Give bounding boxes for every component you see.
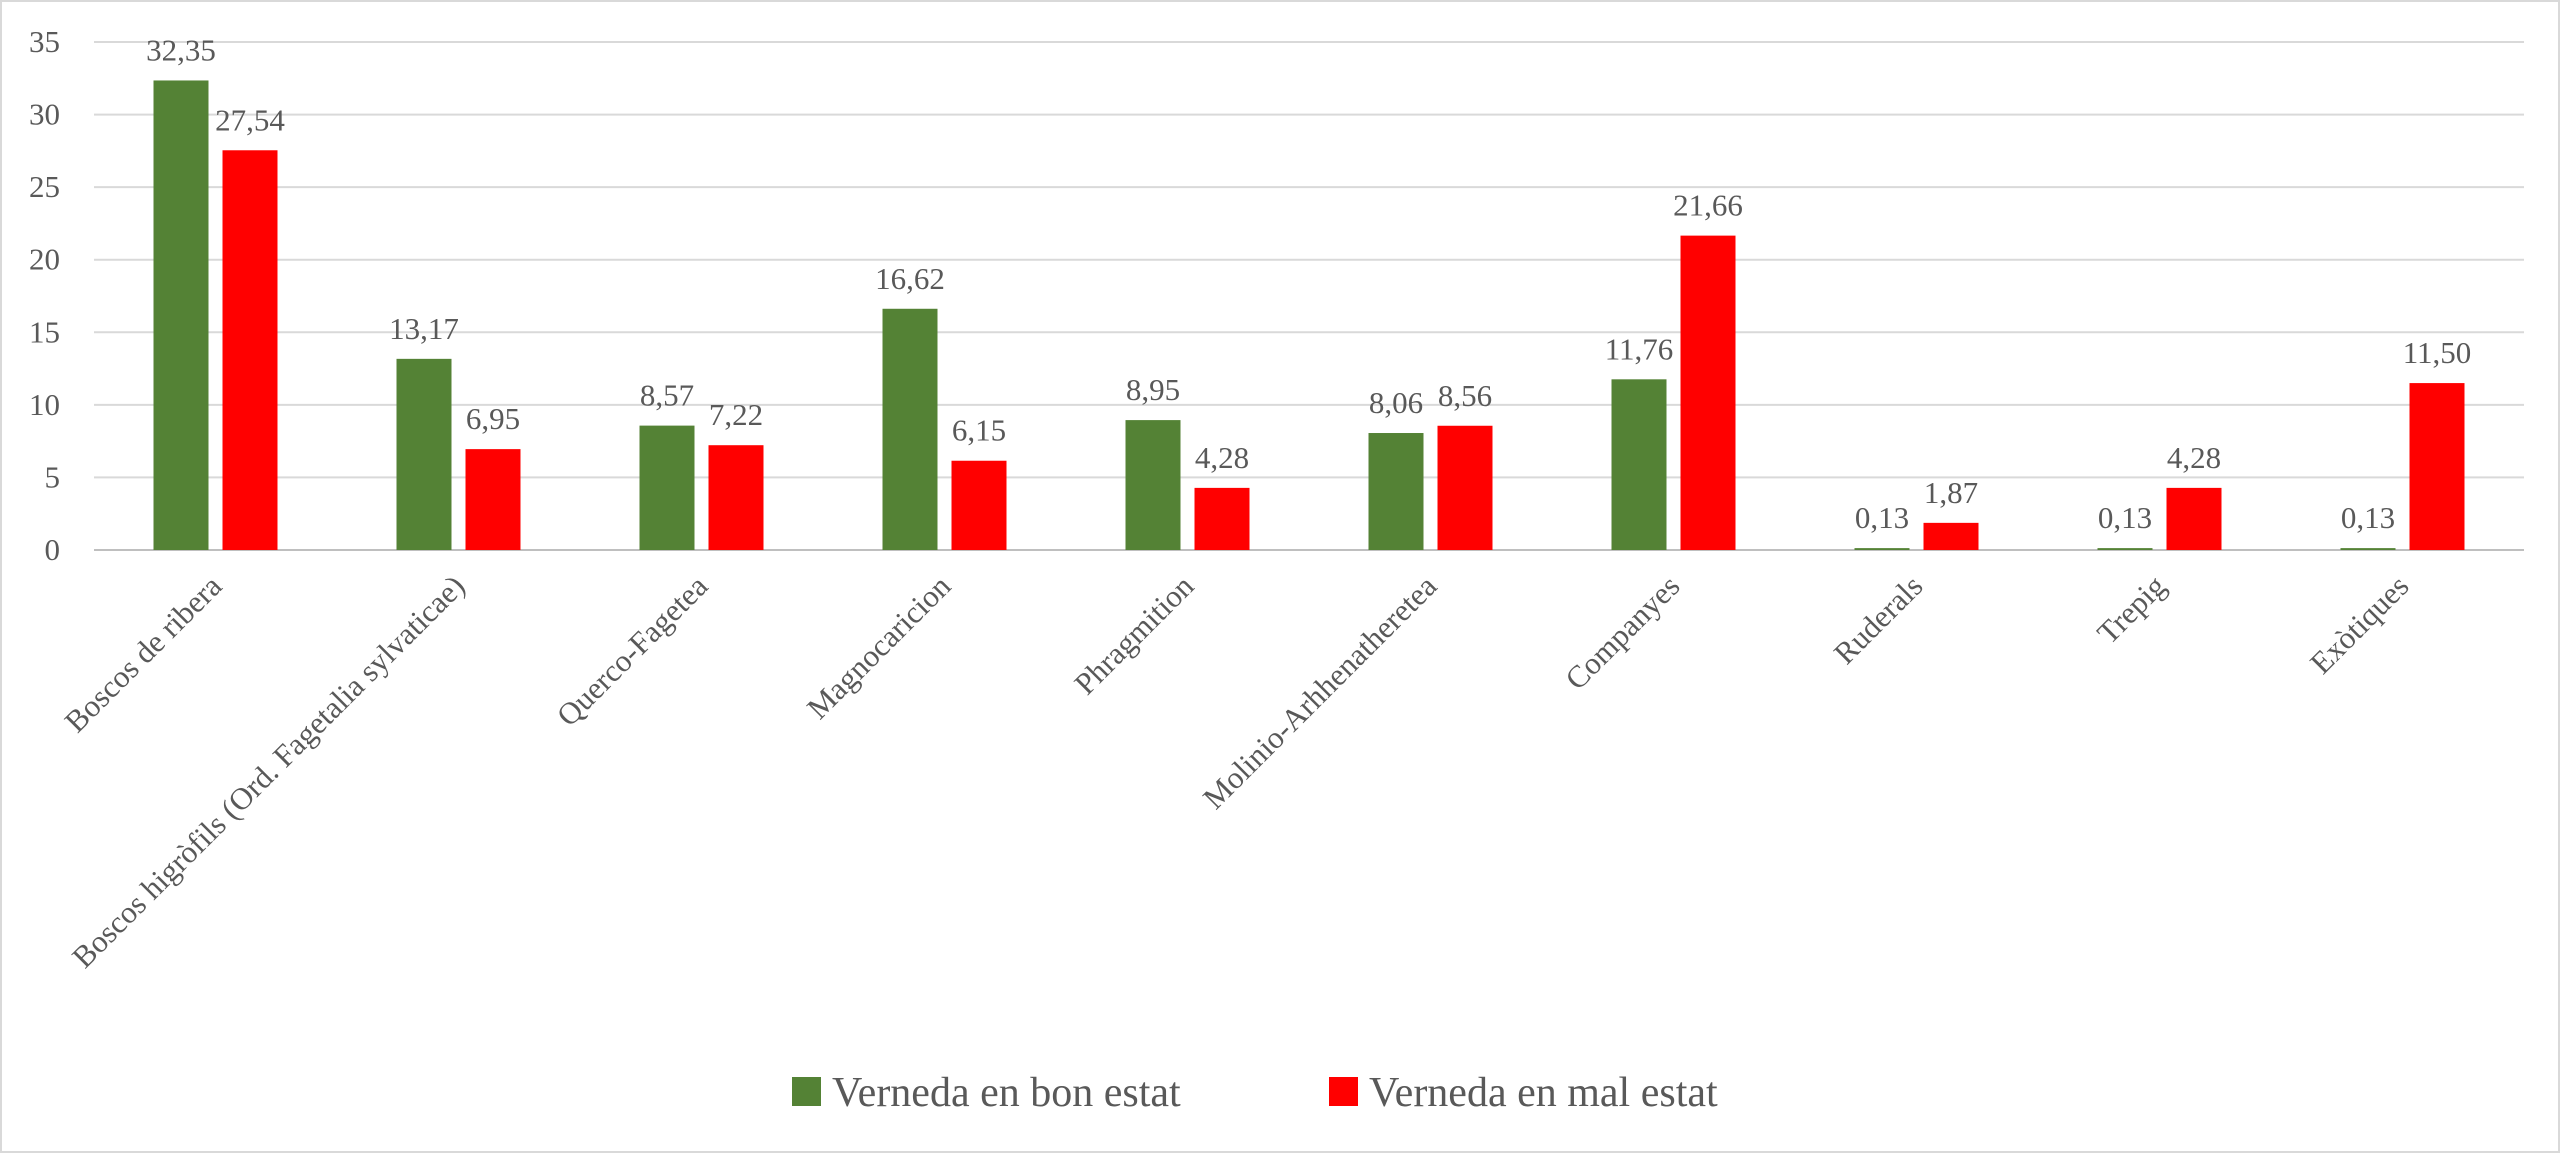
data-label: 1,87	[1924, 475, 1978, 510]
y-tick-label: 0	[45, 532, 61, 567]
bar-poor-state	[2166, 487, 2222, 550]
data-label: 11,50	[2403, 335, 2472, 370]
bar-poor-state	[465, 449, 521, 550]
legend-label: Verneda en bon estat	[832, 1070, 1181, 1116]
data-label: 8,57	[640, 378, 694, 413]
bar-good-state	[2340, 548, 2396, 550]
data-label: 4,28	[1195, 440, 1249, 475]
data-label: 6,95	[466, 401, 520, 436]
legend-label: Verneda en mal estat	[1369, 1070, 1718, 1116]
category-label: Exòtiques	[2303, 568, 2415, 680]
data-label: 27,54	[215, 102, 285, 137]
category-label: Boscos higròfils (Ord. Fagetalia sylvati…	[65, 568, 471, 974]
bar-good-state	[882, 308, 938, 550]
category-label: Molinio-Arhhenatheretea	[1196, 568, 1444, 816]
bar-poor-state	[708, 445, 764, 550]
data-label: 6,15	[952, 413, 1006, 448]
y-tick-label: 25	[29, 169, 60, 204]
category-label: Querco-Fagetea	[550, 568, 715, 733]
data-label: 8,56	[1438, 378, 1492, 413]
data-label: 32,35	[146, 32, 216, 67]
y-tick-label: 20	[29, 242, 60, 277]
category-label: Magnocaricion	[800, 568, 958, 726]
bar-poor-state	[951, 460, 1007, 550]
y-tick-label: 30	[29, 97, 60, 132]
bar-poor-state	[222, 150, 278, 551]
data-label: 7,22	[709, 397, 763, 432]
category-label: Ruderals	[1827, 568, 1930, 671]
data-label: 0,13	[1855, 500, 1909, 535]
y-tick-label: 15	[29, 314, 60, 349]
data-label: 21,66	[1673, 188, 1743, 223]
legend-swatch	[1329, 1077, 1358, 1106]
data-label: 8,06	[1369, 385, 1423, 420]
category-label: Companyes	[1558, 568, 1686, 696]
bar-poor-state	[1923, 522, 1979, 550]
bar-poor-state	[1680, 235, 1736, 550]
category-label: Boscos de ribera	[58, 568, 229, 739]
bar-poor-state	[2409, 383, 2465, 550]
bar-good-state	[1125, 420, 1181, 550]
data-label: 4,28	[2167, 440, 2221, 475]
bar-poor-state	[1194, 487, 1250, 550]
data-label: 0,13	[2341, 500, 2395, 535]
data-label: 8,95	[1126, 372, 1180, 407]
bar-good-state	[1854, 548, 1910, 550]
legend-swatch	[792, 1077, 821, 1106]
y-tick-label: 10	[29, 387, 60, 422]
category-label: Phragmition	[1067, 568, 1200, 701]
bar-good-state	[153, 80, 209, 550]
bar-poor-state	[1437, 425, 1493, 550]
category-label: Trepig	[2090, 568, 2172, 650]
data-label: 13,17	[389, 311, 459, 346]
bar-good-state	[2097, 548, 2153, 550]
data-label: 16,62	[875, 261, 945, 296]
bar-good-state	[1368, 433, 1424, 550]
data-label: 0,13	[2098, 500, 2152, 535]
y-tick-label: 35	[29, 24, 60, 59]
bar-good-state	[396, 358, 452, 550]
bar-good-state	[1611, 379, 1667, 550]
data-label: 11,76	[1605, 331, 1674, 366]
y-tick-label: 5	[45, 459, 61, 494]
bar-good-state	[639, 425, 695, 550]
